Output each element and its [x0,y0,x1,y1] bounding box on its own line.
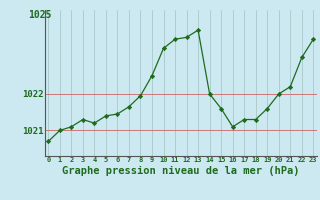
Text: 1025: 1025 [28,10,52,20]
X-axis label: Graphe pression niveau de la mer (hPa): Graphe pression niveau de la mer (hPa) [62,166,300,176]
